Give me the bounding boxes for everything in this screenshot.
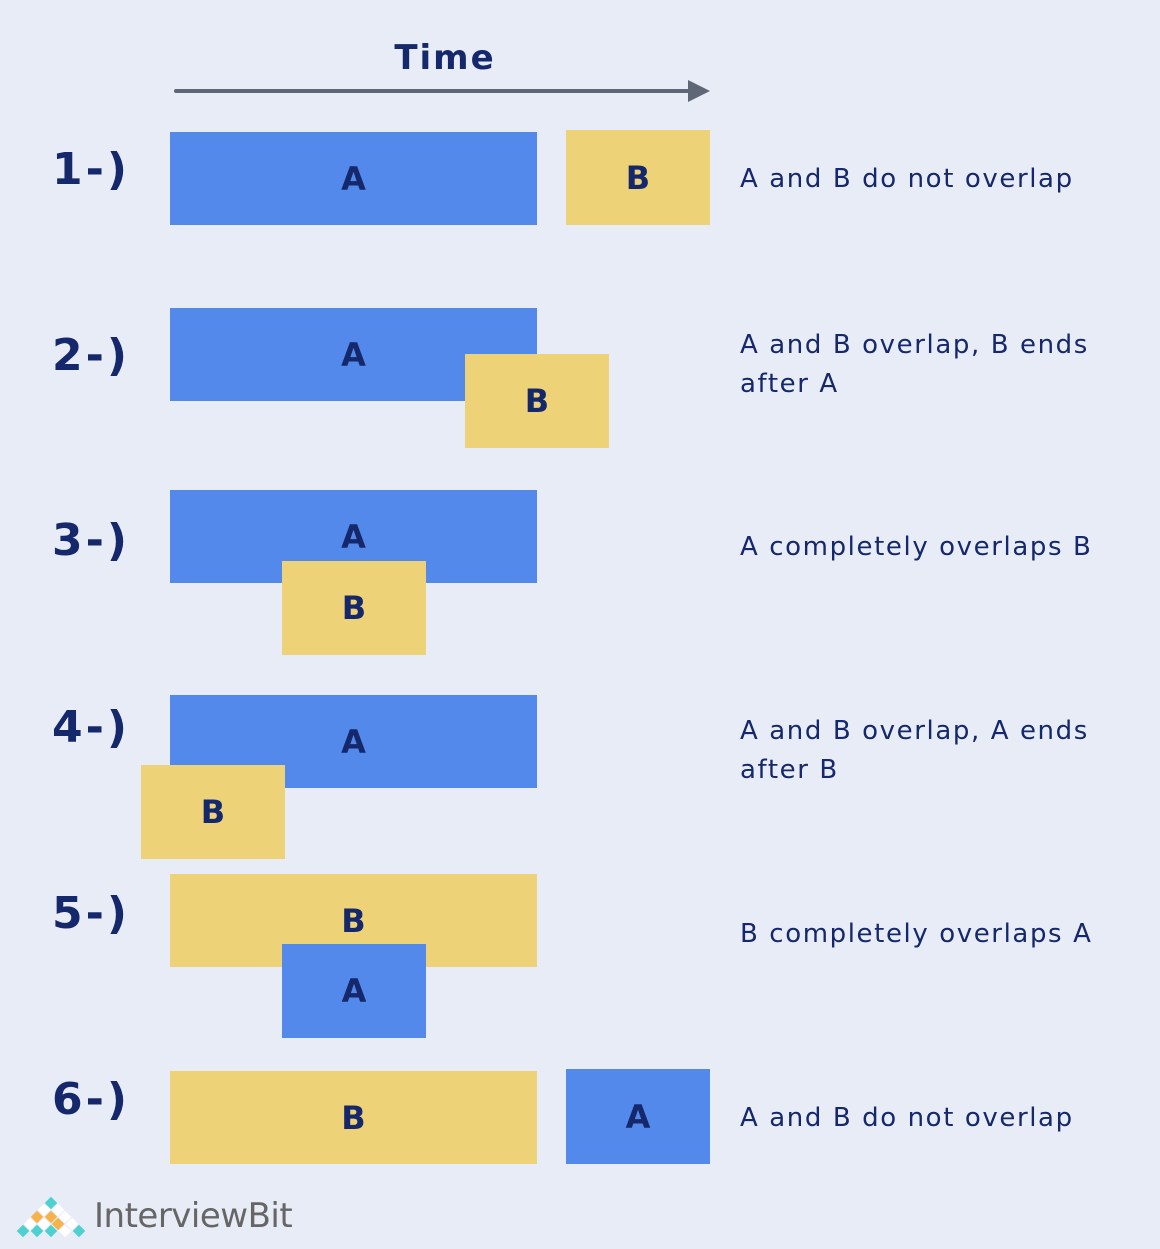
row-number: 3-) (52, 515, 130, 566)
time-arrow-icon (174, 80, 710, 102)
row-description: A and B overlap, B ends after A (740, 330, 1089, 399)
interval-a: A (170, 132, 537, 225)
interval-b: B (170, 1071, 537, 1164)
interval-a: A (282, 944, 426, 1038)
interviewbit-logo: InterviewBit (14, 1194, 293, 1238)
logo-diamonds-icon (15, 1195, 87, 1238)
interval-b: B (465, 354, 609, 448)
row-number: 1-) (52, 144, 130, 195)
row-number: 2-) (52, 330, 130, 381)
interval-b: B (566, 130, 710, 225)
row-number: 4-) (52, 702, 130, 753)
logo-text: InterviewBit (94, 1196, 293, 1236)
row-description: A and B overlap, A ends after B (740, 716, 1089, 785)
row-description: B completely overlaps A (740, 919, 1093, 949)
interval-a: A (566, 1069, 710, 1164)
time-axis-label: Time (394, 38, 496, 78)
row-number: 6-) (52, 1074, 130, 1125)
row-description: A completely overlaps B (740, 532, 1093, 562)
row-description: A and B do not overlap (740, 164, 1074, 194)
interval-b: B (141, 765, 285, 859)
interval-b: B (282, 561, 426, 655)
row-number: 5-) (52, 888, 130, 939)
row-description: A and B do not overlap (740, 1103, 1074, 1133)
